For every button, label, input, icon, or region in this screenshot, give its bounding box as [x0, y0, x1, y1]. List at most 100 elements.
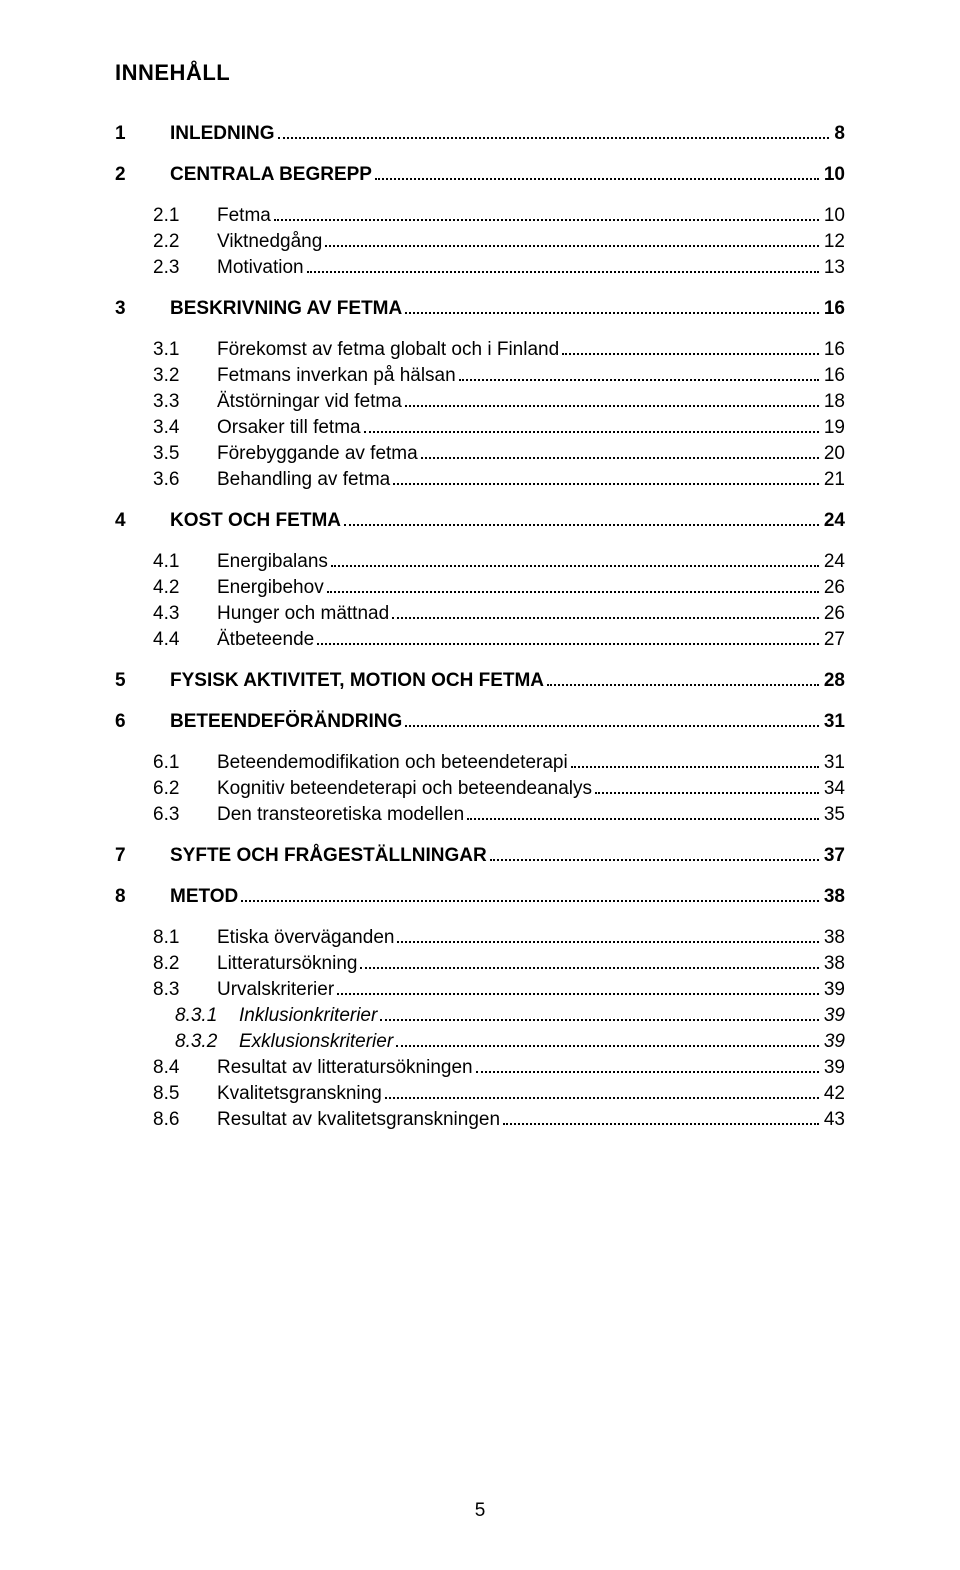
toc-entry-number: 8 — [115, 887, 170, 906]
toc-entry: 6BETEENDEFÖRÄNDRING31 — [115, 712, 845, 731]
toc-entry-label: Ätstörningar vid fetma — [217, 392, 402, 411]
toc-entry-number: 3.1 — [153, 340, 217, 359]
toc-entry-label: Energibehov — [217, 578, 324, 597]
toc-entry-page: 38 — [822, 954, 845, 973]
toc-leader — [364, 421, 819, 433]
toc-entry-number: 2.3 — [153, 258, 217, 277]
toc-entry: 4.2Energibehov26 — [115, 578, 845, 597]
toc-leader — [405, 395, 819, 407]
toc-leader — [325, 235, 819, 247]
toc-leader — [385, 1087, 819, 1099]
toc-entry-label: Motivation — [217, 258, 304, 277]
toc-entry-number: 8.3.2 — [175, 1032, 239, 1051]
toc-leader — [547, 674, 819, 686]
toc-entry-number: 6.3 — [153, 805, 217, 824]
toc-entry: 8.5Kvalitetsgranskning42 — [115, 1084, 845, 1103]
toc-entry-page: 39 — [822, 1032, 845, 1051]
toc-entry-page: 12 — [822, 232, 845, 251]
toc-entry: 3.1Förekomst av fetma globalt och i Finl… — [115, 340, 845, 359]
toc-entry-label: KOST OCH FETMA — [170, 511, 341, 530]
toc-entry: 4.4Ätbeteende27 — [115, 630, 845, 649]
toc-leader — [405, 715, 819, 727]
toc-entry-page: 38 — [822, 928, 845, 947]
toc-entry: 2.3Motivation 13 — [115, 258, 845, 277]
toc-entry-page: 28 — [822, 671, 845, 690]
toc-entry-page: 8 — [832, 124, 845, 143]
toc-entry-number: 5 — [115, 671, 170, 690]
toc-entry-page: 43 — [822, 1110, 845, 1129]
toc-leader — [392, 607, 819, 619]
toc-entry-label: Resultat av litteratursökningen — [217, 1058, 473, 1077]
toc-entry-number: 3.3 — [153, 392, 217, 411]
toc-leader — [459, 369, 819, 381]
toc-leader — [396, 1035, 819, 1047]
toc-entry-page: 20 — [822, 444, 845, 463]
toc-leader — [317, 633, 819, 645]
toc-entry-number: 6.2 — [153, 779, 217, 798]
toc-entry-page: 31 — [822, 753, 845, 772]
toc-entry: 8.4Resultat av litteratursökningen39 — [115, 1058, 845, 1077]
toc-entry-page: 39 — [822, 980, 845, 999]
toc-entry-page: 16 — [822, 299, 845, 318]
toc-entry-number: 2 — [115, 165, 170, 184]
toc-entry: 8.3.1Inklusionkriterier39 — [115, 1006, 845, 1025]
page-number: 5 — [0, 1500, 960, 1522]
toc-entry-label: Inklusionkriterier — [239, 1006, 377, 1025]
toc-entry-number: 3.2 — [153, 366, 217, 385]
toc-entry-label: Energibalans — [217, 552, 328, 571]
toc-entry-label: Resultat av kvalitetsgranskningen — [217, 1110, 500, 1129]
toc-leader — [571, 756, 819, 768]
toc-entry: 2.2Viktnedgång12 — [115, 232, 845, 251]
toc-entry-label: BESKRIVNING AV FETMA — [170, 299, 402, 318]
toc-leader — [337, 983, 819, 995]
toc-entry-label: Beteendemodifikation och beteendeterapi — [217, 753, 568, 772]
toc-entry-page: 26 — [822, 578, 845, 597]
toc-entry-page: 42 — [822, 1084, 845, 1103]
toc-entry-page: 13 — [822, 258, 845, 277]
toc-entry: 3.6Behandling av fetma21 — [115, 470, 845, 489]
toc-entry: 3BESKRIVNING AV FETMA 16 — [115, 299, 845, 318]
toc-entry-number: 8.5 — [153, 1084, 217, 1103]
toc-entry-page: 34 — [822, 779, 845, 798]
toc-entry-label: Kognitiv beteendeterapi och beteendeanal… — [217, 779, 592, 798]
toc-leader — [421, 447, 819, 459]
toc-leader — [405, 302, 819, 314]
toc-entry-number: 8.3.1 — [175, 1006, 239, 1025]
toc-entry-page: 19 — [822, 418, 845, 437]
toc-entry-number: 2.2 — [153, 232, 217, 251]
toc-entry: 1INLEDNING8 — [115, 124, 845, 143]
toc-leader — [467, 808, 819, 820]
toc-entry-label: Urvalskriterier — [217, 980, 334, 999]
toc-entry: 6.3Den transteoretiska modellen35 — [115, 805, 845, 824]
toc-entry-page: 21 — [822, 470, 845, 489]
toc-entry-page: 35 — [822, 805, 845, 824]
toc-entry: 3.3Ätstörningar vid fetma 18 — [115, 392, 845, 411]
toc-entry: 2.1Fetma10 — [115, 206, 845, 225]
toc-entry-label: Ätbeteende — [217, 630, 314, 649]
toc-entry: 4KOST OCH FETMA24 — [115, 511, 845, 530]
document-page: INNEHÅLL 1INLEDNING82CENTRALA BEGREPP102… — [0, 0, 960, 1570]
toc-entry-page: 18 — [822, 392, 845, 411]
toc-entry-number: 3 — [115, 299, 170, 318]
toc-entry-page: 16 — [822, 366, 845, 385]
toc-entry-label: Orsaker till fetma — [217, 418, 361, 437]
toc-entry-number: 8.1 — [153, 928, 217, 947]
toc-entry: 3.2Fetmans inverkan på hälsan16 — [115, 366, 845, 385]
toc-entry-label: Fetma — [217, 206, 271, 225]
toc-entry: 8.1Etiska överväganden 38 — [115, 928, 845, 947]
toc-entry: 4.3Hunger och mättnad26 — [115, 604, 845, 623]
toc-entry-number: 3.5 — [153, 444, 217, 463]
toc-entry-number: 3.6 — [153, 470, 217, 489]
toc-leader — [241, 890, 819, 902]
toc-entry: 2CENTRALA BEGREPP10 — [115, 165, 845, 184]
toc-leader — [397, 931, 818, 943]
toc-entry-page: 16 — [822, 340, 845, 359]
toc-entry: 8.3Urvalskriterier39 — [115, 980, 845, 999]
toc-entry-number: 8.4 — [153, 1058, 217, 1077]
toc-leader — [307, 261, 819, 273]
toc-entry-page: 10 — [822, 165, 845, 184]
toc-entry-number: 6 — [115, 712, 170, 731]
toc-entry-number: 8.6 — [153, 1110, 217, 1129]
toc-entry-number: 2.1 — [153, 206, 217, 225]
toc-entry-label: Etiska överväganden — [217, 928, 394, 947]
